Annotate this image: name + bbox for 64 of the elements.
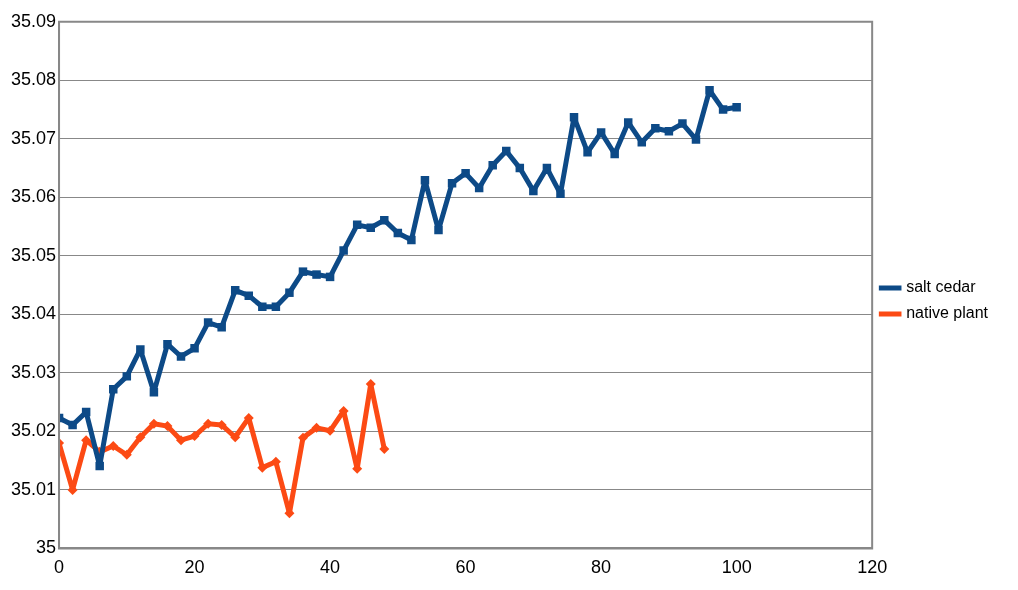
y-tick-label: 35.04 (11, 303, 57, 324)
point (651, 124, 660, 133)
y-tick-label: 35.05 (11, 244, 57, 265)
point (270, 456, 281, 467)
point (297, 432, 308, 443)
point (461, 169, 470, 178)
y-tick-label: 35.09 (11, 10, 57, 31)
y-tick-label: 35.02 (11, 420, 57, 441)
x-tick-label: 20 (184, 557, 205, 578)
point (339, 246, 348, 255)
point (678, 119, 687, 128)
x-tick-label: 100 (721, 557, 752, 578)
point (190, 344, 199, 353)
point (407, 235, 416, 245)
point (488, 160, 497, 170)
point (230, 286, 240, 295)
point (718, 105, 728, 114)
point (136, 345, 145, 354)
legend-label: native plant (906, 304, 989, 322)
point (610, 149, 619, 159)
y-tick-label: 35.06 (11, 186, 57, 207)
point (189, 431, 200, 442)
legend-label: salt cedar (906, 278, 977, 296)
point (583, 148, 592, 157)
x-tick-label: 80 (591, 557, 612, 578)
point (217, 322, 226, 332)
point (121, 449, 132, 460)
y-tick-label: 35.08 (11, 69, 57, 90)
x-tick-label: 0 (54, 557, 65, 578)
point (502, 146, 511, 156)
point (366, 223, 375, 232)
point (95, 461, 104, 471)
point (380, 215, 389, 225)
point (176, 352, 186, 361)
point (732, 102, 741, 112)
x-tick-label: 40 (320, 557, 341, 578)
point (447, 179, 457, 188)
point (623, 118, 633, 127)
point (285, 288, 294, 297)
y-tick-label: 35.03 (11, 361, 57, 382)
point (311, 422, 322, 433)
y-tick-label: 35 (36, 537, 57, 558)
point (705, 86, 714, 95)
point (230, 432, 241, 443)
point (434, 225, 443, 235)
point (108, 441, 119, 452)
point (556, 189, 565, 199)
point (244, 291, 254, 300)
y-tick-label: 35.07 (11, 127, 57, 148)
point (258, 302, 267, 311)
point (691, 135, 701, 144)
point (298, 267, 308, 276)
point (257, 462, 268, 473)
x-tick-label: 120 (857, 557, 888, 578)
point (163, 339, 172, 349)
point (325, 425, 336, 436)
x-tick-label: 60 (455, 557, 476, 578)
y-tick-label: 35.01 (11, 478, 57, 499)
point (203, 318, 213, 327)
point (312, 270, 321, 279)
point (135, 432, 146, 443)
point (122, 372, 132, 381)
point (68, 420, 77, 430)
point (420, 176, 430, 185)
